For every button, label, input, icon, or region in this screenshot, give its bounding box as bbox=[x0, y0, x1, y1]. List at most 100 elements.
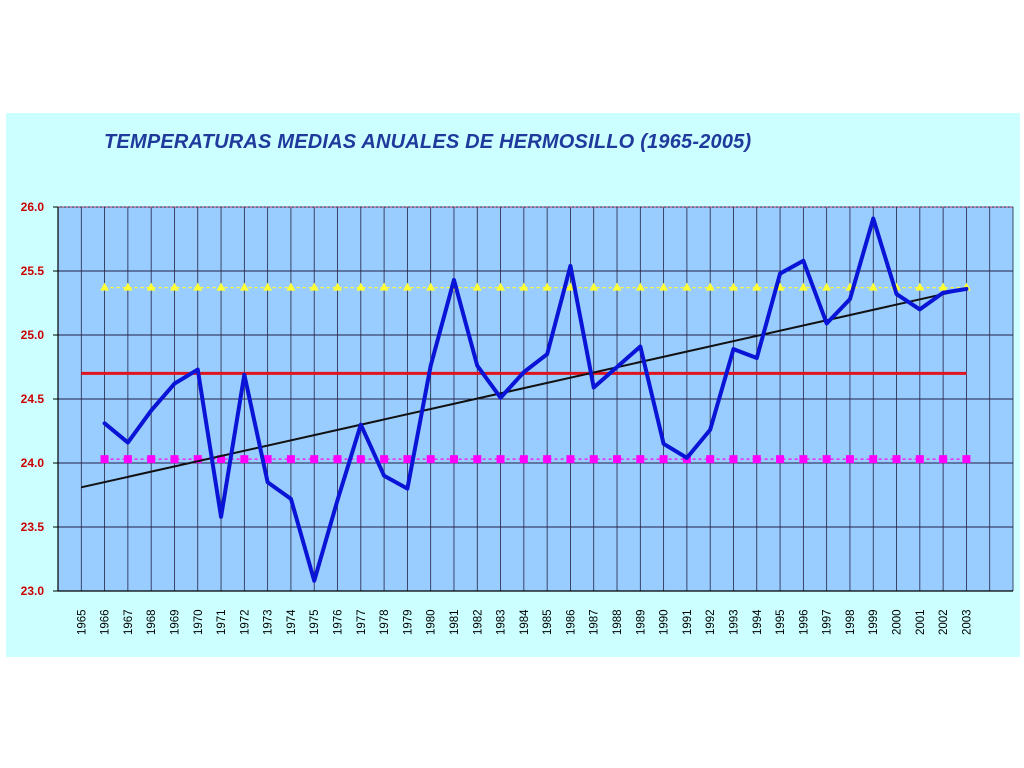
temperature-point bbox=[825, 322, 828, 325]
x-tick-label: 1981 bbox=[449, 609, 461, 635]
x-tick-label: 1998 bbox=[845, 609, 857, 635]
upper-band-marker bbox=[309, 282, 319, 291]
temperature-point bbox=[126, 441, 130, 444]
x-tick-label: 1997 bbox=[822, 609, 834, 635]
lower-band-marker bbox=[193, 455, 202, 464]
temperature-point bbox=[615, 365, 619, 369]
y-tick-label: 24.0 bbox=[21, 456, 45, 470]
x-tick-label: 2002 bbox=[938, 609, 950, 635]
x-tick-label: 1982 bbox=[472, 609, 484, 635]
temperature-point bbox=[289, 497, 293, 501]
temperature-point bbox=[266, 481, 269, 484]
lower-band-marker bbox=[799, 455, 808, 464]
temperature-point bbox=[103, 422, 106, 425]
y-tick-label: 24.5 bbox=[21, 392, 45, 406]
x-tick-label: 1978 bbox=[379, 609, 391, 635]
upper-band-marker bbox=[496, 282, 506, 291]
upper-band-marker bbox=[472, 282, 482, 291]
temperature-point bbox=[755, 356, 758, 360]
upper-band-marker bbox=[868, 282, 878, 291]
temperature-point bbox=[662, 442, 665, 445]
x-tick-label: 1991 bbox=[682, 609, 694, 635]
upper-band-marker bbox=[659, 282, 669, 291]
x-tick-label: 1968 bbox=[146, 609, 158, 635]
lower-band-marker bbox=[915, 455, 924, 464]
x-tick-label: 1999 bbox=[868, 609, 880, 635]
upper-band-marker bbox=[728, 282, 738, 291]
x-tick-label: 1993 bbox=[728, 609, 740, 635]
x-tick-label: 1972 bbox=[239, 609, 251, 635]
temperature-point bbox=[243, 373, 246, 376]
y-tick-label: 25.0 bbox=[21, 328, 45, 342]
upper-band-marker bbox=[752, 282, 762, 291]
y-tick-label: 23.0 bbox=[21, 584, 45, 598]
upper-band-marker bbox=[356, 282, 366, 291]
x-tick-label: 1985 bbox=[542, 609, 554, 635]
temperature-point bbox=[219, 515, 223, 518]
temperature-point bbox=[499, 396, 502, 399]
lower-band-marker bbox=[636, 455, 645, 464]
temperature-point bbox=[149, 409, 153, 412]
temperature-point bbox=[732, 347, 735, 351]
lower-band-marker bbox=[380, 455, 389, 464]
lower-band-marker bbox=[659, 455, 668, 464]
series-marks bbox=[81, 216, 971, 583]
upper-band-marker bbox=[402, 282, 412, 291]
temperature-point bbox=[173, 382, 176, 385]
upper-band-marker bbox=[519, 282, 529, 291]
lower-band-marker bbox=[496, 455, 505, 464]
temperature-point bbox=[569, 264, 572, 268]
temperature-point bbox=[476, 364, 479, 367]
upper-band-marker bbox=[239, 282, 249, 291]
temperature-point bbox=[429, 364, 432, 367]
temperature-point bbox=[918, 308, 922, 311]
upper-band-marker bbox=[286, 282, 296, 291]
x-tick-label: 2001 bbox=[915, 609, 927, 635]
x-tick-label: 1970 bbox=[193, 609, 205, 635]
x-tick-label: 2000 bbox=[892, 609, 904, 635]
x-tick-label: 1974 bbox=[286, 609, 298, 635]
lower-band-marker bbox=[426, 455, 435, 464]
temperature-point bbox=[545, 353, 549, 356]
temperature-point bbox=[965, 287, 968, 291]
upper-band-marker bbox=[379, 282, 389, 291]
lower-band-marker bbox=[449, 455, 458, 464]
lower-band-marker bbox=[310, 455, 319, 464]
lower-band-marker bbox=[100, 455, 109, 464]
temperature-point bbox=[778, 272, 782, 275]
upper-band-marker bbox=[682, 282, 692, 291]
lower-band-marker bbox=[123, 455, 132, 464]
y-tick-label: 26.0 bbox=[21, 200, 45, 214]
y-tick-label: 25.5 bbox=[21, 264, 45, 278]
temperature-point bbox=[592, 386, 595, 389]
x-tick-label: 1971 bbox=[216, 609, 228, 635]
lower-band-marker bbox=[519, 455, 528, 464]
lower-band-marker bbox=[543, 455, 552, 464]
x-tick-label: 1996 bbox=[798, 609, 810, 635]
upper-band-marker bbox=[216, 282, 226, 291]
lower-band-marker bbox=[286, 455, 295, 464]
lower-band-marker bbox=[939, 455, 948, 464]
temperature-point bbox=[895, 292, 898, 296]
lower-band-marker bbox=[217, 455, 226, 464]
lower-band-marker bbox=[147, 455, 156, 464]
upper-band-marker bbox=[146, 282, 156, 291]
x-tick-label: 1994 bbox=[752, 609, 764, 635]
trend-line bbox=[81, 287, 967, 489]
upper-band-marker bbox=[822, 282, 832, 291]
lower-band-marker bbox=[170, 455, 179, 464]
lower-band-marker bbox=[752, 455, 761, 464]
upper-band-marker bbox=[169, 282, 179, 291]
x-tick-label: 1990 bbox=[659, 609, 671, 635]
x-tick-label: 1976 bbox=[333, 609, 345, 635]
x-tick-label: 1984 bbox=[519, 609, 531, 635]
upper-band-marker bbox=[938, 282, 948, 291]
temperature-point bbox=[336, 498, 339, 502]
lower-band-marker bbox=[473, 455, 482, 464]
temperature-point bbox=[382, 474, 386, 477]
upper-band-marker bbox=[612, 282, 622, 291]
y-tick-label: 23.5 bbox=[21, 520, 45, 534]
lower-band-marker bbox=[240, 455, 249, 464]
temperature-point bbox=[196, 368, 199, 371]
